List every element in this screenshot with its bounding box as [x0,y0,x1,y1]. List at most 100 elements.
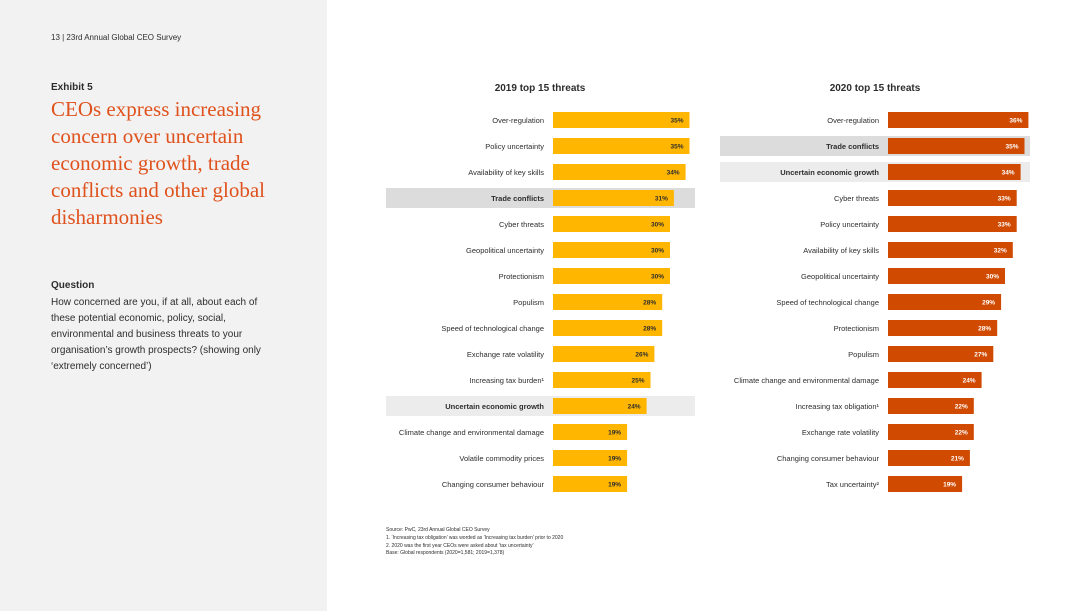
category-label-2020: Speed of technological change [776,298,879,307]
value-label-2019: 26% [635,352,648,359]
category-label-2020: Uncertain economic growth [780,168,879,177]
value-label-2020: 34% [1002,170,1015,177]
bar-2019 [553,372,651,388]
category-label-2020: Exchange rate volatility [802,428,879,437]
source-line: Source: PwC, 23rd Annual Global CEO Surv… [386,527,490,533]
exhibit-label: Exhibit 5 [51,82,93,93]
category-label-2020: Availability of key skills [803,246,879,255]
value-label-2019: 35% [670,144,683,151]
value-label-2020: 27% [974,352,987,359]
category-label-2020: Policy uncertainty [820,220,879,229]
headline: CEOs express increasing concern over unc… [51,97,266,229]
value-label-2019: 24% [628,404,641,411]
value-label-2019: 28% [643,300,656,307]
value-label-2019: 30% [651,248,664,255]
value-label-2020: 24% [963,378,976,385]
value-label-2020: 28% [978,326,991,333]
category-label-2019: Cyber threats [499,220,544,229]
footnote-1: 1. ‘Increasing tax obligation’ was worde… [386,534,564,541]
chart-title-2020: 2020 top 15 threats [830,83,921,94]
value-label-2020: 29% [982,300,995,307]
footnote-2: 2. 2020 was the first year CEOs were ask… [386,542,534,549]
page-reference: 13 | 23rd Annual Global CEO Survey [51,33,182,42]
value-label-2020: 19% [943,482,956,489]
bar-2019 [553,112,690,128]
question-label: Question [51,280,95,291]
chart-title-2019: 2019 top 15 threats [495,83,586,94]
value-label-2019: 30% [651,274,664,281]
value-label-2020: 32% [994,248,1007,255]
category-label-2019: Speed of technological change [441,324,544,333]
category-label-2019: Exchange rate volatility [467,350,544,359]
category-label-2020: Increasing tax obligation¹ [796,402,880,411]
bar-2020 [888,372,982,388]
category-label-2019: Climate change and environmental damage [399,428,544,437]
value-label-2019: 19% [608,482,621,489]
value-label-2020: 36% [1009,118,1022,125]
bar-2020 [888,476,963,492]
category-label-2019: Protectionism [499,272,544,281]
value-label-2019: 25% [631,378,644,385]
bar-2020 [888,268,1005,284]
bar-2019 [553,450,628,466]
category-label-2019: Changing consumer behaviour [442,480,545,489]
base-note: Base: Global respondents (2020=1,581; 20… [386,550,505,557]
value-label-2019: 31% [655,196,668,203]
bar-2020 [888,450,970,466]
bar-2020 [888,112,1029,128]
bar-2019 [553,190,674,206]
category-label-2020: Tax uncertainty² [826,480,879,489]
bar-2019 [553,398,647,414]
value-label-2019: 19% [608,456,621,463]
category-label-2020: Protectionism [834,324,879,333]
bar-2019 [553,346,655,362]
bar-2019 [553,268,670,284]
bar-2019 [553,424,628,440]
bar-2019 [553,476,628,492]
category-label-2020: Cyber threats [834,194,879,203]
value-label-2020: 35% [1005,144,1018,151]
category-label-2019: Populism [513,298,544,307]
bar-2020 [888,398,974,414]
bar-2019 [553,216,670,232]
bar-2020 [888,424,974,440]
category-label-2019: Policy uncertainty [485,142,544,151]
value-label-2020: 33% [998,196,1011,203]
value-label-2019: 19% [608,430,621,437]
bar-2019 [553,138,690,154]
category-label-2020: Geopolitical uncertainty [801,272,879,281]
category-label-2019: Uncertain economic growth [445,402,544,411]
bar-2019 [553,294,663,310]
source-notes: Source: PwC, 23rd Annual Global CEO Surv… [386,527,563,558]
bar-2019 [553,242,670,258]
value-label-2019: 34% [667,170,680,177]
value-label-2019: 28% [643,326,656,333]
bar-2019 [553,320,663,336]
bar-2020 [888,294,1002,310]
bar-2020 [888,190,1017,206]
bar-2020 [888,138,1025,154]
bar-2020 [888,320,998,336]
category-label-2019: Over-regulation [492,116,544,125]
category-label-2020: Trade conflicts [826,142,879,151]
bar-2019 [553,164,686,180]
value-label-2019: 35% [670,118,683,125]
category-label-2020: Populism [848,350,879,359]
category-label-2019: Volatile commodity prices [459,454,544,463]
category-label-2019: Geopolitical uncertainty [466,246,544,255]
value-label-2020: 21% [951,456,964,463]
bar-2020 [888,346,994,362]
category-label-2019: Increasing tax burden¹ [469,376,544,385]
category-label-2020: Climate change and environmental damage [734,376,879,385]
bar-2020 [888,216,1017,232]
left-panel: 13 | 23rd Annual Global CEO Survey Exhib… [0,0,327,611]
value-label-2020: 33% [998,222,1011,229]
value-label-2019: 30% [651,222,664,229]
bar-2020 [888,164,1021,180]
value-label-2020: 22% [955,404,968,411]
bar-2020 [888,242,1013,258]
category-label-2019: Availability of key skills [468,168,544,177]
category-label-2020: Changing consumer behaviour [777,454,880,463]
question-text: How concerned are you, if at all, about … [51,297,261,372]
